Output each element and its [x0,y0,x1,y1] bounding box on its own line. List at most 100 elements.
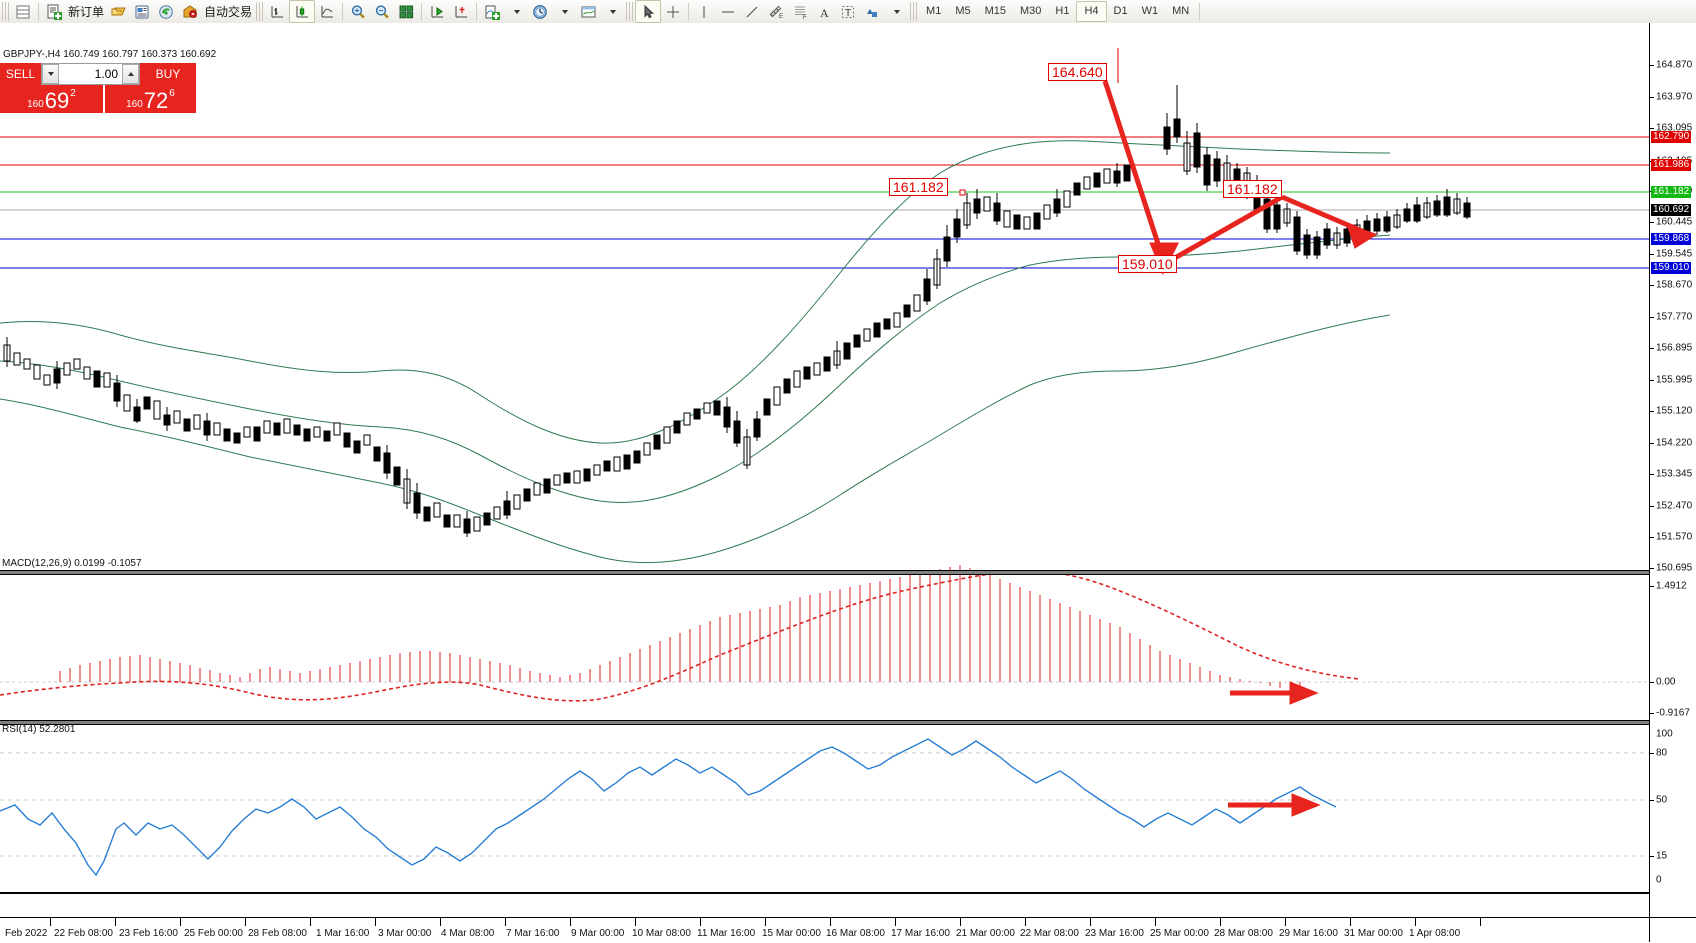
volume-increment-button[interactable] [122,64,139,84]
price-tick-label: 154.220 [1656,437,1693,449]
timeframe-h1[interactable]: H1 [1055,5,1070,17]
timeframe-m15[interactable]: M15 [984,5,1006,17]
time-tick-label: 1 Apr 08:00 [1409,928,1461,939]
price-tick-label: 163.095 [1656,122,1693,134]
period-dropdown-caret[interactable] [552,1,576,22]
level-chip-162790[interactable]: 162.790 [1651,131,1692,143]
chart-canvas-area[interactable]: GBPJPY-,H4 160.749 160.797 160.373 160.6… [0,23,1696,943]
autotrading-label[interactable]: 自动交易 [204,5,253,19]
timeframe-w1[interactable]: W1 [1141,5,1159,17]
time-tick-label: 23 Mar 16:00 [1085,928,1144,939]
chart-shift-icon[interactable] [449,1,473,22]
shapes-dropdown-caret[interactable] [884,1,908,22]
time-tick-label: 29 Mar 16:00 [1279,928,1338,939]
crosshair-icon[interactable] [661,1,685,22]
timeframe-h4[interactable]: H4 [1076,1,1107,22]
timeframe-m30[interactable]: M30 [1020,5,1042,17]
one-click-trading-panel[interactable]: SELL 1.00 BUY 160 69 2 160 [0,63,196,113]
zoom-in-icon[interactable] [346,1,370,22]
toolbar-separator-3 [421,2,423,21]
volume-decrement-button[interactable] [42,64,59,84]
period-icon[interactable] [528,1,552,22]
timeframe-d1[interactable]: D1 [1113,5,1128,17]
toolbar-grip[interactable] [2,2,9,21]
market-icon[interactable] [178,1,202,22]
rsi-tick-label: 80 [1656,747,1668,759]
time-tick-label: Feb 2022 [5,928,48,939]
price-tick-label: 156.895 [1656,342,1693,354]
time-axis[interactable]: Feb 2022 22 Feb 08:00 23 Feb 16:00 25 Fe… [0,917,1696,943]
equidistant-channel-icon[interactable]: E [764,1,788,22]
templates-dropdown-caret[interactable] [600,1,624,22]
toolbar-grip-4[interactable] [910,2,918,21]
buy-price-fraction: 6 [169,88,175,99]
horizontal-line-icon[interactable] [716,1,740,22]
news-icon[interactable] [130,1,154,22]
timeframe-mn[interactable]: MN [1172,5,1190,17]
level-chip-159868[interactable]: 159.868 [1651,233,1692,245]
volume-input[interactable]: 1.00 [41,63,140,85]
buy-button[interactable]: BUY [140,63,196,85]
autoscroll-icon[interactable] [425,1,449,22]
folder-icon[interactable] [106,1,130,22]
price-tick-label: 159.545 [1656,248,1693,260]
trendline-icon[interactable] [740,1,764,22]
bar-chart-icon[interactable] [265,1,289,22]
shapes-icon[interactable] [860,1,884,22]
new-order-label[interactable]: 新订单 [68,5,105,19]
level-chip-161986[interactable]: 161.986 [1651,159,1692,171]
timeframe-m5[interactable]: M5 [955,5,971,17]
rsi-panel-divider[interactable] [0,720,1650,725]
zoom-out-icon[interactable] [370,1,394,22]
time-tick-label: 25 Mar 00:00 [1150,928,1209,939]
line-chart-icon[interactable] [315,1,339,22]
buy-price-display[interactable]: 160 72 6 [104,85,196,113]
toolbar-separator-6 [1199,2,1201,21]
macd-panel-divider[interactable] [0,570,1650,575]
cursor-icon[interactable] [635,0,662,23]
tag-161182-right[interactable]: 161.182 [1223,180,1282,198]
grid-view-icon[interactable] [11,1,35,22]
price-tick-label: 153.345 [1656,468,1693,480]
tag-164640[interactable]: 164.640 [1048,63,1107,81]
fibonacci-icon[interactable]: F [788,1,812,22]
tag-159010[interactable]: 159.010 [1118,255,1177,273]
current-price-chip: 160.692 [1651,204,1692,216]
toolbar-grip-3[interactable] [626,2,634,21]
time-tick-label: 25 Feb 00:00 [184,928,243,939]
signals-icon[interactable] [154,1,178,22]
svg-text:F: F [803,15,807,21]
indicators-dropdown-caret[interactable] [504,1,528,22]
main-toolbar: 新订单 自动交易 [0,0,1696,24]
level-chip-159010[interactable]: 159.010 [1651,262,1692,274]
new-order-icon[interactable] [42,1,66,22]
vertical-line-icon[interactable] [692,1,716,22]
indicators-icon[interactable] [480,1,504,22]
level-chip-161182[interactable]: 161.182 [1651,186,1692,198]
text-icon[interactable]: A [812,1,836,22]
time-tick-label: 22 Mar 08:00 [1020,928,1079,939]
time-tick-label: 17 Mar 16:00 [891,928,950,939]
macd-subchart [0,565,1650,705]
buy-price-prefix: 160 [126,99,143,110]
rsi-indicator-label: RSI(14) 52.2801 [2,724,76,735]
tag-161182-left[interactable]: 161.182 [889,178,948,196]
sell-button[interactable]: SELL [0,63,41,85]
toolbar-grip-2[interactable] [256,2,264,21]
price-axis[interactable]: 164.870 163.970 163.095 162.195 161.320 … [1649,23,1696,917]
volume-value[interactable]: 1.00 [94,67,118,81]
candle-chart-icon[interactable] [289,0,316,23]
templates-icon[interactable] [576,1,600,22]
price-plot[interactable] [0,23,1650,917]
sell-price-display[interactable]: 160 69 2 [0,85,105,113]
price-tick-label: 151.570 [1656,531,1693,543]
toolbar-separator-4 [476,2,478,21]
window-tile-icon[interactable] [394,1,418,22]
sell-price-prefix: 160 [27,99,44,110]
time-axis-right-pad[interactable] [1649,918,1696,942]
svg-text:E: E [779,14,783,20]
toolbar-separator-2 [342,2,344,21]
text-label-icon[interactable]: T [836,1,860,22]
timeframe-m1[interactable]: M1 [926,5,942,17]
price-tick-label: 155.995 [1656,374,1693,386]
